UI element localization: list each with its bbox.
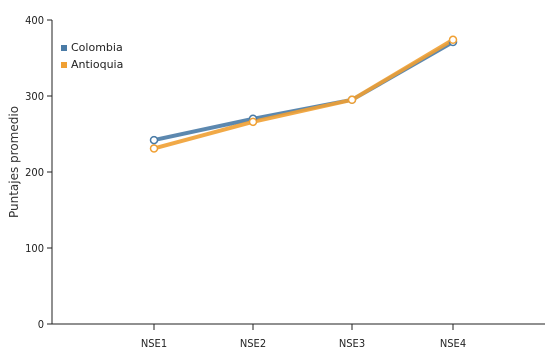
series-line-colombia — [152, 40, 455, 143]
y-tick-label: 400 — [25, 14, 44, 27]
series-line-antioquia — [152, 37, 455, 151]
x-ticks: NSE1 NSE2 NSE3 NSE4 — [141, 324, 466, 350]
data-point-antioquia — [248, 117, 258, 127]
y-tick-label: 200 — [25, 166, 44, 179]
y-tick-label: 0 — [38, 318, 44, 331]
legend-swatch-colombia — [61, 45, 67, 51]
data-point-colombia — [149, 135, 159, 145]
y-ticks: 0 100 200 300 400 — [25, 14, 52, 331]
y-tick-label: 300 — [25, 90, 44, 103]
legend-label-antioquia: Antioquia — [71, 58, 123, 71]
data-point-antioquia — [347, 95, 357, 105]
series-group — [149, 35, 458, 153]
x-tick-label: NSE2 — [240, 337, 266, 350]
axes — [51, 20, 545, 325]
y-axis-label: Puntajes promedio — [7, 106, 21, 218]
data-point-antioquia — [149, 144, 159, 153]
y-tick-label: 100 — [25, 242, 44, 255]
data-point-antioquia — [448, 35, 458, 45]
legend-label-colombia: Colombia — [71, 41, 123, 54]
legend-swatch-antioquia — [61, 62, 67, 68]
x-tick-label: NSE3 — [339, 337, 365, 350]
x-tick-label: NSE1 — [141, 337, 167, 350]
legend: Colombia Antioquia — [61, 41, 123, 71]
x-tick-label: NSE4 — [440, 337, 466, 350]
